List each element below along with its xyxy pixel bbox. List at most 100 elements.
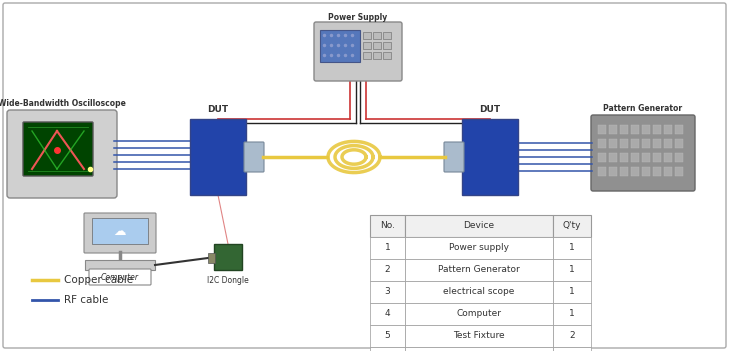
Text: Computer: Computer bbox=[101, 272, 139, 282]
Bar bbox=[553, 325, 591, 347]
Bar bbox=[405, 237, 553, 259]
Bar bbox=[653, 139, 661, 148]
Bar bbox=[370, 303, 405, 325]
Bar bbox=[553, 237, 591, 259]
Bar bbox=[620, 153, 628, 162]
Text: Computer: Computer bbox=[456, 310, 502, 318]
FancyBboxPatch shape bbox=[444, 142, 464, 172]
FancyBboxPatch shape bbox=[7, 110, 117, 198]
Text: Copper cable: Copper cable bbox=[64, 275, 133, 285]
Text: Pattern Generator: Pattern Generator bbox=[604, 104, 682, 113]
Text: 1: 1 bbox=[569, 287, 575, 297]
Text: 1: 1 bbox=[569, 310, 575, 318]
Bar bbox=[609, 153, 617, 162]
Bar bbox=[653, 125, 661, 134]
Bar bbox=[462, 119, 518, 195]
Bar bbox=[631, 167, 639, 176]
Bar bbox=[363, 32, 371, 39]
Bar bbox=[370, 325, 405, 347]
Bar bbox=[631, 139, 639, 148]
Text: 4: 4 bbox=[385, 310, 390, 318]
Bar bbox=[620, 125, 628, 134]
Bar bbox=[92, 218, 148, 244]
Bar bbox=[208, 253, 215, 263]
Bar bbox=[631, 153, 639, 162]
Text: Test Fixture: Test Fixture bbox=[453, 331, 504, 340]
Bar bbox=[190, 119, 246, 195]
Text: electrical scope: electrical scope bbox=[443, 287, 515, 297]
Bar bbox=[598, 125, 606, 134]
Bar bbox=[664, 153, 672, 162]
Bar bbox=[405, 303, 553, 325]
Text: 2: 2 bbox=[385, 265, 390, 274]
Bar bbox=[553, 281, 591, 303]
Bar bbox=[363, 52, 371, 59]
Bar bbox=[642, 167, 650, 176]
Text: 5: 5 bbox=[385, 331, 390, 340]
Bar bbox=[373, 32, 381, 39]
Bar bbox=[553, 259, 591, 281]
Text: I2C Dongle: I2C Dongle bbox=[207, 276, 249, 285]
Text: 3: 3 bbox=[385, 287, 390, 297]
Bar bbox=[598, 139, 606, 148]
Bar bbox=[598, 153, 606, 162]
Bar bbox=[405, 215, 553, 237]
Bar bbox=[553, 347, 591, 351]
Text: Q'ty: Q'ty bbox=[563, 221, 581, 231]
Bar bbox=[609, 139, 617, 148]
Text: Power supply: Power supply bbox=[449, 244, 509, 252]
Text: Wide-Bandwidth Oscilloscope: Wide-Bandwidth Oscilloscope bbox=[0, 99, 126, 108]
Bar bbox=[642, 153, 650, 162]
Bar bbox=[370, 259, 405, 281]
Bar bbox=[373, 52, 381, 59]
Bar bbox=[383, 42, 391, 49]
Bar bbox=[214, 244, 242, 270]
Bar bbox=[620, 167, 628, 176]
Bar bbox=[620, 139, 628, 148]
Bar bbox=[675, 125, 683, 134]
FancyBboxPatch shape bbox=[23, 122, 93, 176]
Bar bbox=[664, 167, 672, 176]
Bar bbox=[653, 153, 661, 162]
Bar bbox=[642, 139, 650, 148]
Bar bbox=[85, 260, 155, 270]
Text: Device: Device bbox=[464, 221, 494, 231]
FancyBboxPatch shape bbox=[314, 22, 402, 81]
Bar bbox=[370, 347, 405, 351]
FancyBboxPatch shape bbox=[320, 30, 360, 62]
Bar bbox=[675, 139, 683, 148]
Text: DUT: DUT bbox=[208, 105, 229, 114]
Text: No.: No. bbox=[380, 221, 395, 231]
Bar bbox=[653, 167, 661, 176]
Bar bbox=[405, 281, 553, 303]
Bar bbox=[664, 125, 672, 134]
Bar bbox=[609, 167, 617, 176]
Bar bbox=[675, 167, 683, 176]
Text: 2: 2 bbox=[569, 331, 574, 340]
Text: 1: 1 bbox=[385, 244, 390, 252]
Text: 1: 1 bbox=[569, 265, 575, 274]
Bar bbox=[631, 125, 639, 134]
Bar bbox=[664, 139, 672, 148]
Bar bbox=[383, 32, 391, 39]
Bar bbox=[598, 167, 606, 176]
Bar bbox=[405, 347, 553, 351]
FancyBboxPatch shape bbox=[591, 115, 695, 191]
Bar bbox=[383, 52, 391, 59]
Bar bbox=[370, 281, 405, 303]
Bar bbox=[642, 125, 650, 134]
Bar bbox=[675, 153, 683, 162]
FancyBboxPatch shape bbox=[244, 142, 264, 172]
Text: ☁: ☁ bbox=[114, 225, 126, 238]
Bar bbox=[405, 259, 553, 281]
FancyBboxPatch shape bbox=[84, 213, 156, 253]
Bar bbox=[609, 125, 617, 134]
Text: RF cable: RF cable bbox=[64, 295, 109, 305]
Text: Pattern Generator: Pattern Generator bbox=[438, 265, 520, 274]
Bar bbox=[553, 303, 591, 325]
Bar bbox=[370, 215, 405, 237]
Bar bbox=[405, 325, 553, 347]
Text: Power Supply: Power Supply bbox=[328, 13, 388, 22]
Bar bbox=[370, 237, 405, 259]
Bar bbox=[363, 42, 371, 49]
